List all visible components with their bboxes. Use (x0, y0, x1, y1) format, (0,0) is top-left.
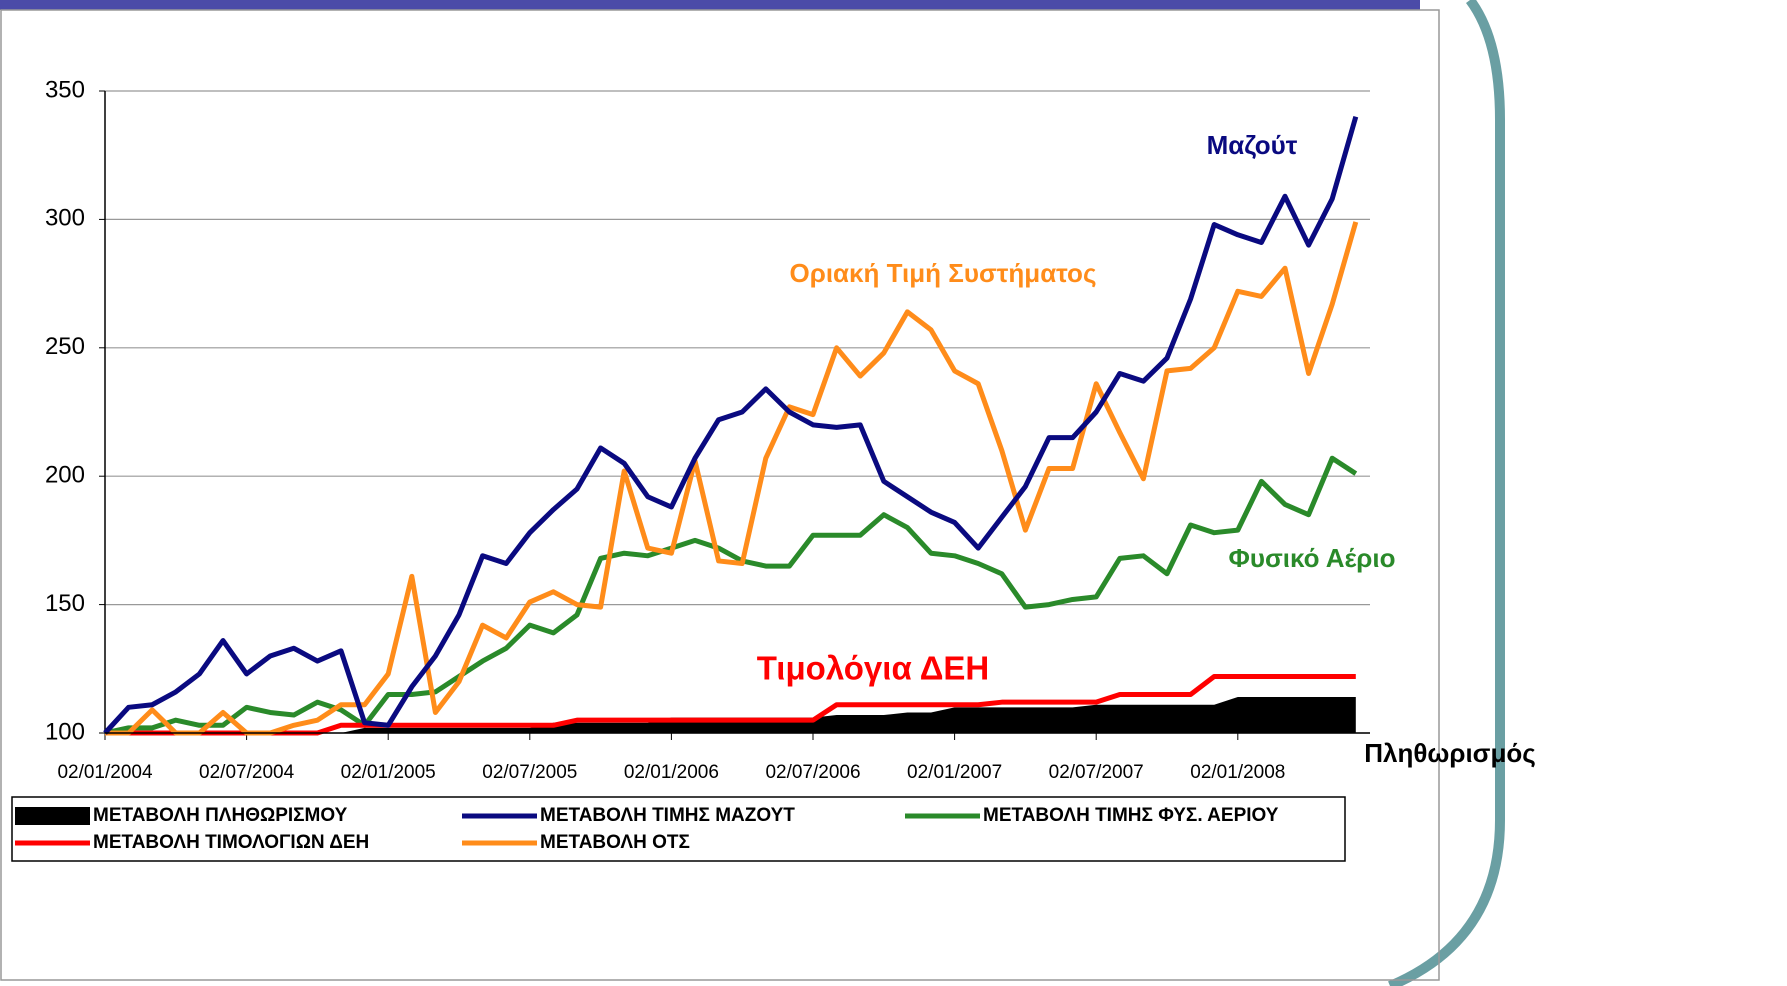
top-bar (0, 0, 1420, 10)
series-annotation: Οριακή Τιμή Συστήματος (790, 258, 1097, 288)
line (104, 455, 1358, 736)
y-tick-label: 100 (45, 718, 85, 745)
series-annotation: Πληθωρισμός (1364, 738, 1536, 768)
x-tick-label: 02/01/2005 (341, 762, 436, 783)
line (103, 115, 1359, 735)
legend-label: ΜΕΤΑΒΟΛΗ ΟΤΣ (540, 832, 690, 853)
y-tick-label: 150 (45, 590, 85, 617)
legend-swatch (15, 807, 90, 825)
x-tick-label: 02/01/2006 (624, 762, 719, 783)
x-tick-label: 02/07/2006 (765, 762, 860, 783)
area (105, 697, 1356, 733)
frame (0, 9, 1440, 981)
series-annotation: Τιμολόγια ΔΕΗ (757, 650, 990, 687)
legend-box (11, 796, 1346, 862)
legend-label: ΜΕΤΑΒΟΛΗ ΤΙΜΗΣ ΦΥΣ. ΑΕΡΙΟΥ (983, 805, 1279, 826)
x-tick-label: 02/07/2005 (482, 762, 577, 783)
y-tick-label: 250 (45, 333, 85, 360)
x-tick-label: 02/01/2004 (57, 762, 153, 783)
legend-label: ΜΕΤΑΒΟΛΗ ΠΛΗΘΩΡΙΣΜΟΥ (93, 805, 348, 826)
line (105, 221, 1359, 736)
x-tick-label: 02/01/2007 (907, 762, 1002, 783)
legend-label: ΜΕΤΑΒΟΛΗ ΤΙΜΗΣ ΜΑΖΟΥΤ (540, 805, 795, 826)
x-tick-label: 02/07/2007 (1049, 762, 1144, 783)
legend-label: ΜΕΤΑΒΟΛΗ ΤΙΜΟΛΟΓΙΩΝ ΔΕΗ (93, 832, 369, 853)
y-tick-label: 200 (45, 462, 85, 489)
x-tick-label: 02/01/2008 (1190, 762, 1285, 783)
series-annotation: Μαζούτ (1207, 130, 1298, 160)
y-tick-label: 350 (45, 76, 85, 103)
series-annotation: Φυσικό Αέριο (1229, 543, 1396, 573)
side-decoration (1388, 0, 1505, 986)
y-tick-label: 300 (45, 205, 85, 232)
x-tick-label: 02/07/2004 (199, 762, 295, 783)
